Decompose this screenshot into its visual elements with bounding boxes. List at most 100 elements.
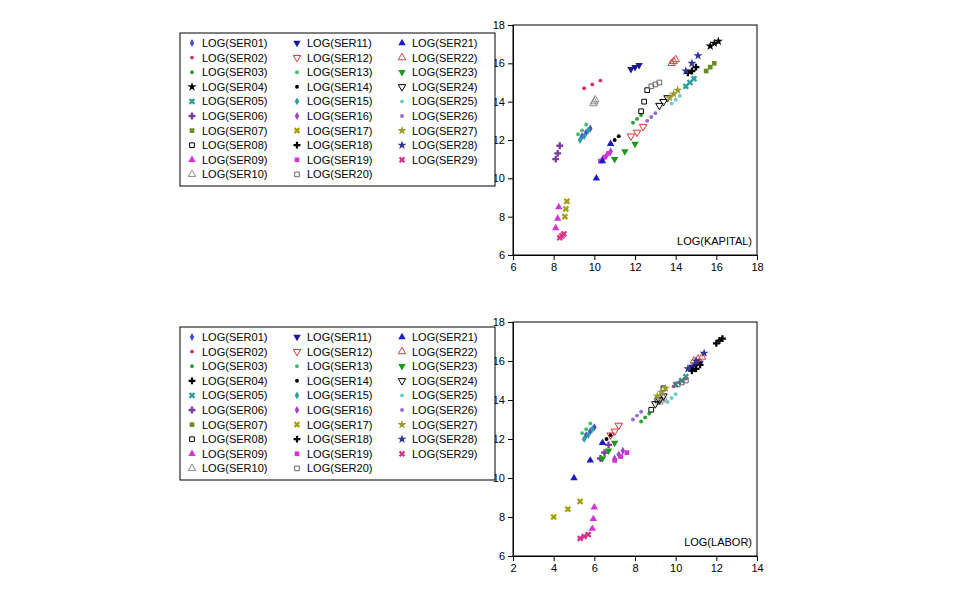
point [627, 134, 634, 140]
x-tick-mark [635, 255, 636, 260]
x-tick: 14 [670, 255, 682, 273]
point [609, 433, 613, 437]
series [706, 36, 723, 49]
point [611, 157, 618, 163]
x-axis-label: LOG(LABOR) [684, 536, 752, 548]
series [653, 383, 670, 400]
point [621, 149, 628, 155]
legend-entry: LOG(SER10) [188, 168, 267, 180]
legend-label: LOG(SER08) [202, 433, 267, 445]
legend-box [180, 33, 495, 186]
y-tick: 16 [493, 57, 513, 69]
legend-marker [188, 156, 195, 162]
legend-entry: LOG(SER15) [295, 389, 373, 401]
point [642, 99, 647, 104]
point [693, 365, 700, 372]
legend-label: LOG(SER06) [202, 110, 267, 122]
legend-marker [187, 391, 197, 401]
series [576, 123, 588, 136]
legend-entry: LOG(SER23) [398, 66, 477, 78]
x-tick: 14 [751, 556, 763, 574]
x-tick-mark [716, 556, 717, 561]
legend-marker [295, 157, 300, 162]
y-tick-mark [508, 361, 513, 362]
x-tick-label: 14 [670, 261, 682, 273]
y-tick: 12 [493, 134, 513, 146]
x-tick-mark [594, 556, 595, 561]
legend-entry: LOG(SER03) [190, 360, 267, 372]
point [645, 119, 649, 123]
chart: 681012141618681012141618LOG(KAPITAL)LOG(… [180, 19, 764, 273]
legend-label: LOG(SER02) [202, 346, 267, 358]
point [593, 174, 600, 180]
point [649, 407, 654, 412]
legend-label: LOG(SER17) [307, 125, 372, 137]
point [607, 140, 614, 146]
legend-label: LOG(SER21) [412, 331, 477, 343]
legend-entry: LOG(SER15) [295, 95, 373, 107]
legend-marker [400, 114, 404, 118]
series [584, 423, 597, 439]
x-tick-label: 8 [632, 562, 638, 574]
legend-entry: LOG(SER13) [295, 66, 372, 78]
legend-label: LOG(SER22) [412, 346, 477, 358]
x-tick-label: 12 [629, 261, 641, 273]
x-tick-label: 8 [551, 261, 557, 273]
legend-label: LOG(SER24) [412, 375, 477, 387]
legend-entry: LOG(SER02) [190, 346, 267, 358]
legend-label: LOG(SER22) [412, 52, 477, 64]
legend-label: LOG(SER20) [307, 462, 372, 474]
point [590, 82, 594, 86]
point [633, 130, 640, 136]
x-tick-label: 10 [589, 261, 601, 273]
legend-label: LOG(SER19) [307, 154, 372, 166]
legend-marker [398, 333, 405, 339]
x-tick-label: 10 [670, 562, 682, 574]
chart: 2468101214681012141618LOG(LABOR)LOG(SER0… [180, 316, 764, 574]
legend-marker [398, 347, 405, 353]
legend-label: LOG(SER25) [412, 389, 477, 401]
legend-marker [397, 449, 407, 459]
y-tick-mark [508, 178, 513, 179]
legend-entry: LOG(SER29) [397, 154, 477, 166]
legend-label: LOG(SER07) [202, 419, 267, 431]
legend-entry: LOG(SER02) [190, 52, 267, 64]
x-tick-mark [635, 556, 636, 561]
y-tick-mark [508, 140, 513, 141]
legend-marker [397, 126, 406, 135]
legend-marker [293, 349, 300, 355]
point [670, 102, 674, 106]
point [639, 410, 643, 414]
legend-entry: LOG(SER01) [190, 37, 268, 49]
legend-marker [398, 85, 405, 91]
y-tick: 18 [493, 19, 513, 31]
legend-label: LOG(SER10) [202, 462, 267, 474]
legend-entry: LOG(SER03) [190, 66, 267, 78]
x-tick: 10 [670, 556, 682, 574]
legend-label: LOG(SER24) [412, 81, 477, 93]
legend-label: LOG(SER10) [202, 168, 267, 180]
x-tick-label: 6 [510, 261, 516, 273]
point [599, 157, 606, 163]
legend-entry: LOG(SER21) [398, 37, 477, 49]
legend-entry: LOG(SER04) [187, 81, 267, 93]
x-tick: 4 [551, 556, 557, 574]
legend-label: LOG(SER06) [202, 404, 267, 416]
x-tick: 12 [711, 556, 723, 574]
point [592, 95, 599, 101]
point [666, 400, 670, 404]
legend-entry: LOG(SER16) [295, 404, 373, 416]
point [670, 396, 674, 400]
series [590, 95, 599, 105]
legend-entry: LOG(SER24) [398, 375, 477, 387]
point [625, 450, 630, 455]
series [704, 61, 717, 73]
legend-label: LOG(SER14) [307, 375, 372, 387]
point [615, 423, 622, 429]
point [591, 503, 598, 509]
legend-marker [190, 333, 195, 341]
legend-entry: LOG(SER11) [293, 331, 371, 343]
series [649, 80, 662, 89]
x-tick-label: 16 [711, 261, 723, 273]
point [704, 69, 709, 74]
